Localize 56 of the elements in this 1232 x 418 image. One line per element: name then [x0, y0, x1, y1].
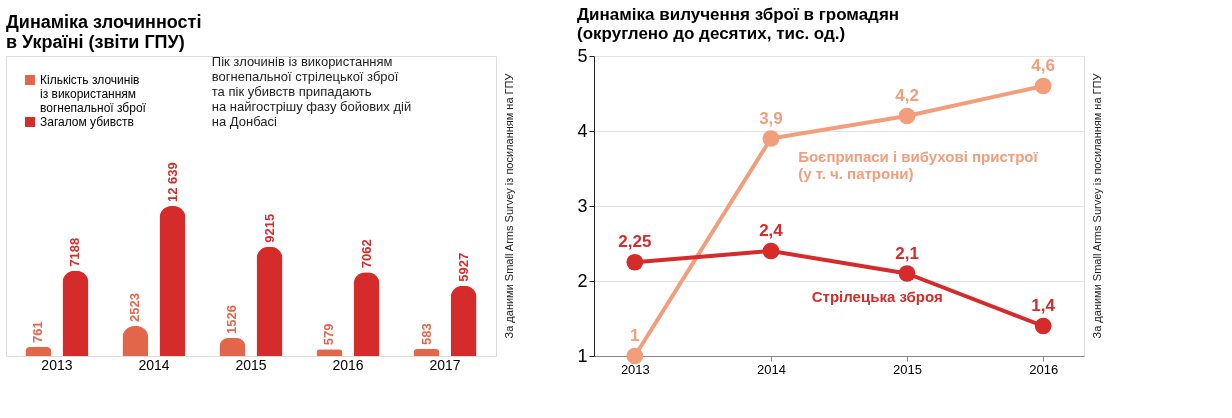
x-tick-label: 2013 [620, 361, 650, 377]
y-tick-label: 1 [577, 345, 588, 366]
legend-label: Кількість злочинів із використанням вогнепальної зброї [40, 73, 147, 115]
point [1034, 317, 1052, 335]
chart-title: Динаміка вилучення зброї в громадян (округлено до десятих, тис. од.) [576, 5, 900, 43]
y-tick-label: 5 [577, 45, 588, 66]
y-tick-label: 2 [577, 270, 588, 291]
x-tick-label: 2016 [332, 356, 364, 373]
text: За даними Small Arms Survey із посиланням на ГПУ [1091, 72, 1103, 339]
data-label: 5927 [455, 252, 471, 282]
data-label: 1,4 [1031, 296, 1056, 315]
chart-title: Динаміка злочинності в Україні (звіти ГПУ) [6, 12, 202, 52]
bar [413, 349, 440, 356]
point [898, 265, 916, 282]
data-label: 2,4 [759, 221, 784, 240]
x-tick-label: 2015 [893, 361, 923, 377]
x-tick-label: 2013 [41, 356, 73, 373]
bar [450, 285, 477, 356]
data-label: 4,6 [1031, 56, 1055, 75]
point [1034, 77, 1052, 95]
series-label: Стрілецька зброя [811, 288, 943, 306]
data-label: 9215 [261, 213, 277, 243]
bar [353, 272, 380, 356]
point [898, 107, 916, 125]
bar [62, 270, 89, 356]
x-tick-label: 2016 [1029, 361, 1059, 377]
bar [256, 246, 283, 356]
data-label: 761 [30, 321, 46, 343]
y-tick-label: 3 [577, 195, 588, 216]
text: Пік злочинів із використанням вогнепальної стрілецької зброї та пік убивств припадають на найгострішу фазу бойових дій на Донбасі [211, 54, 412, 129]
data-label: 7062 [358, 239, 374, 269]
data-label: 3,9 [759, 108, 783, 128]
point [762, 130, 780, 147]
x-tick-label: 2014 [138, 356, 170, 373]
data-label: 12 639 [164, 162, 180, 202]
point [626, 347, 644, 365]
legend-label: Загалом убивств [40, 115, 134, 129]
data-label: 579 [321, 323, 337, 346]
data-label: 2,25 [618, 232, 652, 252]
data-label: 1 [630, 326, 640, 345]
series-label: Боєприпаси і вибухові пристрої (у т. ч. патрони) [798, 148, 1039, 183]
y-tick-label: 4 [577, 120, 588, 141]
point [626, 253, 644, 271]
x-tick-label: 2015 [235, 356, 267, 373]
bar [159, 206, 186, 356]
x-tick-label: 2014 [756, 361, 786, 377]
x-tick-label: 2017 [429, 356, 461, 373]
data-label: 583 [418, 323, 434, 346]
data-label: 2523 [127, 293, 143, 323]
data-label: 1526 [224, 304, 240, 334]
text: За даними Small Arms Survey із посиланням на ГПУ [503, 72, 515, 339]
point [762, 242, 780, 260]
data-label: 2,1 [895, 243, 919, 263]
data-label: 7188 [67, 237, 83, 267]
bar [25, 346, 52, 356]
data-label: 4,2 [895, 86, 919, 105]
